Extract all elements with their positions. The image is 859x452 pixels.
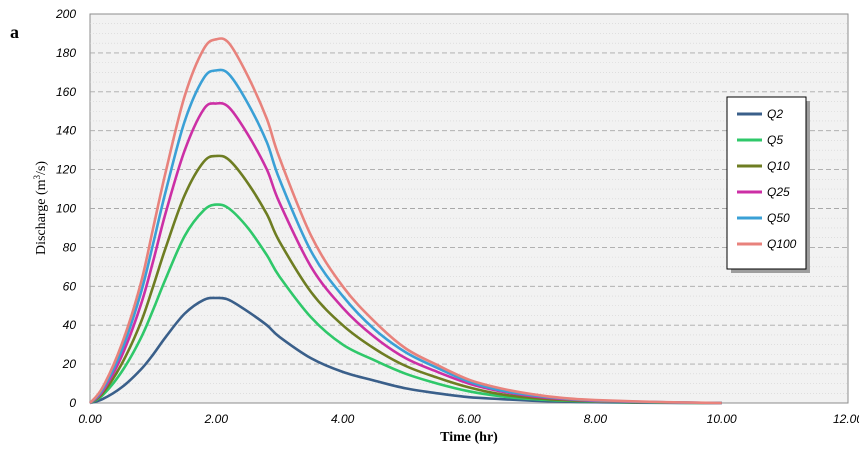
legend-label-q10: Q10 — [767, 159, 790, 173]
x-tick-label: 0.00 — [78, 412, 102, 426]
series-line-q10 — [89, 154, 722, 405]
x-tick-label: 2.00 — [204, 412, 229, 426]
series-line-q100 — [88, 37, 722, 405]
y-tick-label: 20 — [62, 357, 77, 371]
x-tick-label: 8.00 — [584, 412, 608, 426]
y-tick-labels: 0 20 40 60 80 100 120 140 160 180 200 — [55, 7, 76, 410]
series-lines — [88, 37, 722, 405]
y-tick-label: 60 — [63, 279, 77, 293]
y-tick-label: 100 — [56, 202, 76, 216]
x-tick-label: 10.00 — [707, 412, 737, 426]
y-axis-title-tail: /s) — [34, 161, 49, 175]
x-tick-label: 6.00 — [457, 412, 481, 426]
legend-label-q100: Q100 — [767, 237, 797, 251]
legend-label-q2: Q2 — [767, 107, 783, 121]
y-tick-label: 80 — [63, 240, 77, 254]
legend-label-q50: Q50 — [767, 211, 790, 225]
legend: Q2 Q5 Q10 Q25 Q50 Q100 — [726, 96, 810, 273]
y-tick-label: 160 — [56, 85, 76, 99]
y-tick-label: 140 — [56, 124, 76, 138]
x-tick-label: 12.00 — [833, 412, 859, 426]
legend-box — [726, 96, 807, 270]
legend-label-q5: Q5 — [767, 133, 783, 147]
major-grid — [90, 52, 848, 365]
y-axis-title-main: Discharge (m — [34, 179, 49, 255]
y-tick-label: 180 — [56, 46, 76, 60]
y-axis-title: Discharge (m3/s) — [32, 161, 49, 255]
minor-grid — [90, 23, 848, 394]
y-tick-label: 120 — [56, 163, 76, 177]
series-line-q2 — [89, 296, 722, 405]
x-tick-labels: 0.00 2.00 4.00 6.00 8.00 10.00 12.00 — [78, 412, 859, 426]
x-axis-title: Time (hr) — [440, 430, 498, 445]
y-axis-title-sup: 3 — [32, 174, 42, 179]
y-tick-label: 0 — [69, 396, 76, 410]
y-tick-label: 40 — [63, 318, 77, 332]
y-tick-label: 200 — [55, 7, 76, 21]
x-tick-label: 4.00 — [331, 412, 355, 426]
panel-label: a — [10, 22, 19, 42]
legend-label-q25: Q25 — [767, 185, 790, 199]
